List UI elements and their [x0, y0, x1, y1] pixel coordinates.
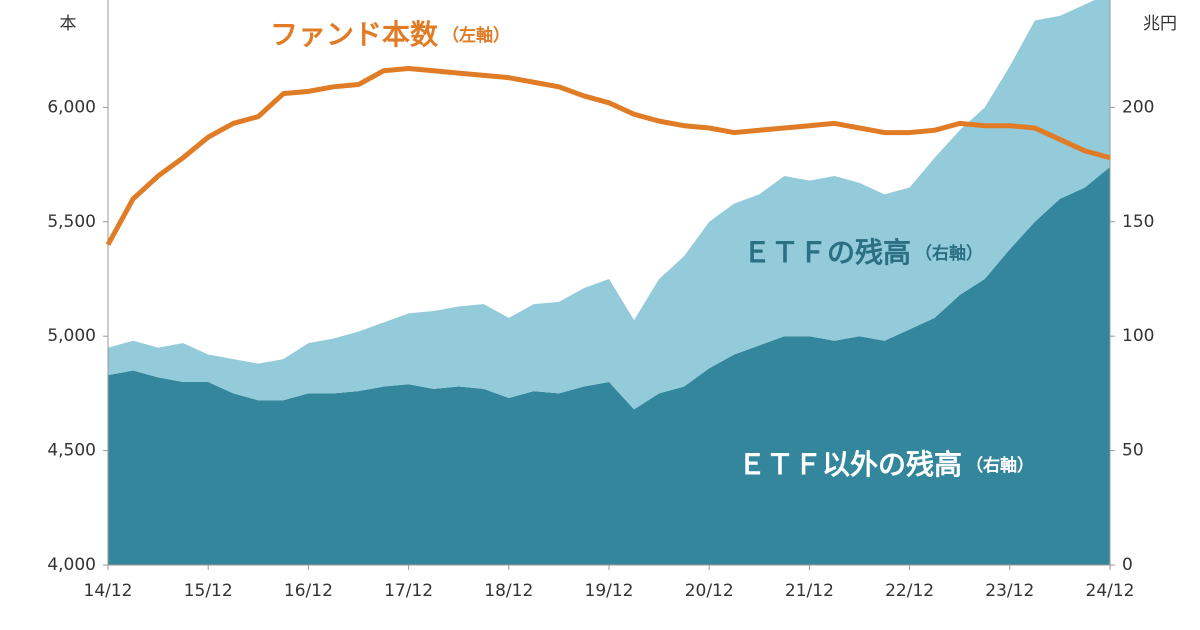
area	[108, 0, 1110, 410]
x-tick-label: 22/12	[885, 581, 934, 601]
y-tick-label: 5,000	[47, 326, 96, 346]
y-tick-label: 6,500	[47, 0, 96, 3]
area	[108, 166, 1110, 565]
x-tick-label: 16/12	[284, 581, 333, 601]
x-tick-label: 14/12	[84, 581, 133, 601]
legend-axis-note: （右軸）	[915, 243, 983, 264]
x-tick-label: 17/12	[384, 581, 433, 601]
y2-unit: 兆円	[1143, 14, 1177, 34]
legend-name: ＥＴＦの残高	[743, 236, 911, 269]
areas	[108, 0, 1110, 565]
x-tick-label: 21/12	[785, 581, 834, 601]
legend-axis-note: （左軸）	[442, 25, 510, 46]
y-tick-label: 4,500	[47, 441, 96, 461]
y-tick-label: 6,000	[47, 97, 96, 117]
legend-name: ファンド本数	[270, 18, 439, 51]
x-tick-label: 23/12	[985, 581, 1034, 601]
y-tick-label: 5,500	[47, 212, 96, 232]
x-tick-label: 20/12	[685, 581, 734, 601]
y-tick-label: 4,000	[47, 555, 96, 575]
legend-name: ＥＴＦ以外の残高	[738, 448, 962, 481]
legend-label: ＥＴＦ以外の残高 （右軸）	[738, 448, 1034, 481]
y2-tick-label: 150	[1122, 212, 1154, 232]
x-tick-label: 18/12	[484, 581, 533, 601]
y2-tick-label: 200	[1122, 97, 1154, 117]
x-tick-label: 15/12	[184, 581, 233, 601]
y2-tick-label: 50	[1122, 441, 1144, 461]
y2-tick-label: 250	[1122, 0, 1154, 3]
legend-label: ＥＴＦの残高 （右軸）	[743, 236, 983, 269]
y-unit: 本	[60, 14, 77, 34]
y2-tick-label: 0	[1122, 555, 1133, 575]
legend-label: ファンド本数 （左軸）	[270, 18, 510, 51]
legend-axis-note: （右軸）	[966, 455, 1034, 476]
y2-tick-label: 100	[1122, 326, 1154, 346]
x-tick-label: 24/12	[1086, 581, 1135, 601]
line	[105, 66, 1111, 246]
x-tick-label: 19/12	[585, 581, 634, 601]
